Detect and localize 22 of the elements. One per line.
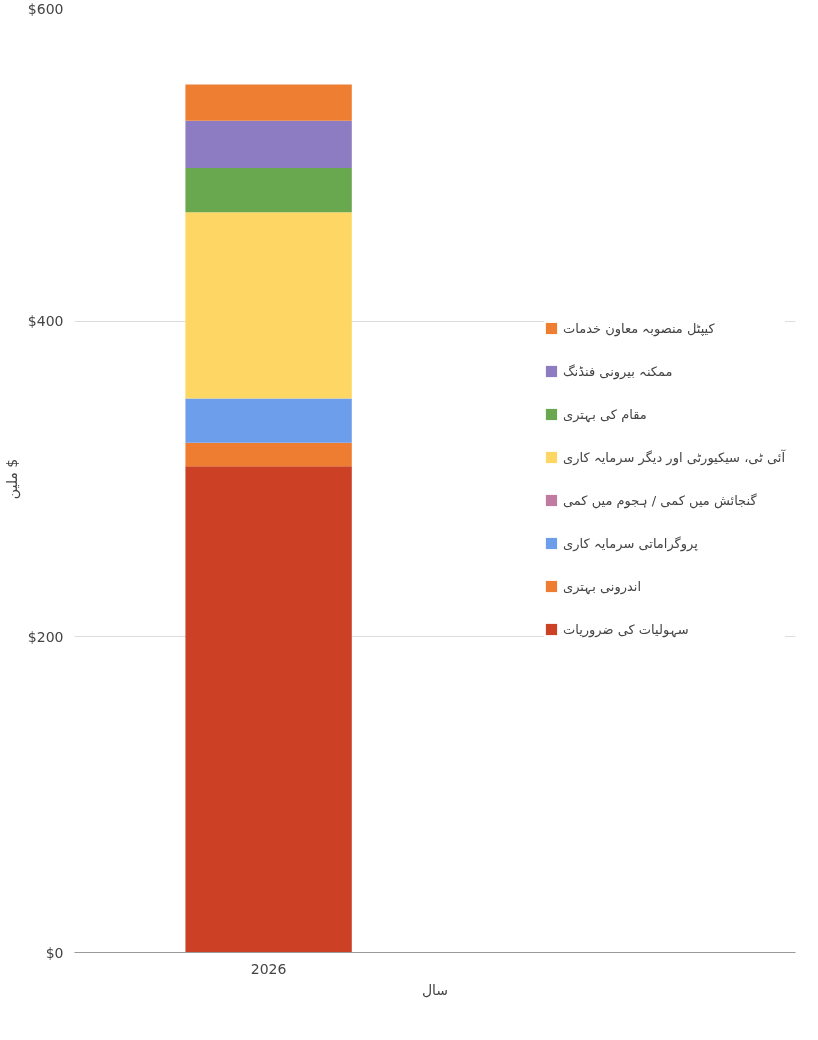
bar <box>185 466 352 953</box>
bar <box>185 84 352 121</box>
y-axis-title: ملین $ <box>3 458 21 500</box>
bar <box>185 168 352 213</box>
y-tick-label: $400 <box>27 313 64 330</box>
y-tick-label: $0 <box>45 944 64 961</box>
legend-label: مقام کی بہتری <box>562 406 647 422</box>
legend-label: ممکنہ بیرونی فنڈنگ <box>562 363 673 379</box>
bar <box>185 212 352 399</box>
legend-label: آئی ٹی، سیکیورٹی اور دیگر سرمایہ کاری <box>562 449 785 465</box>
bar <box>185 120 352 169</box>
legend-label: پروگراماتی سرمایہ کاری <box>562 535 698 551</box>
legend-label: گنجائش میں کمی / ہجوم میں کمی <box>562 492 757 508</box>
y-tick-label: $200 <box>27 628 64 645</box>
legend-label: اندرونی بہتری <box>562 578 642 594</box>
bar <box>185 442 352 467</box>
x-tick-label: 2026 <box>250 960 287 977</box>
legend-label: کیپٹل منصوبہ معاون خدمات <box>562 320 715 336</box>
bar <box>185 398 352 443</box>
legend-label: سہولیات کی ضروریات <box>562 621 689 637</box>
y-tick-label: $600 <box>27 0 64 17</box>
x-axis-title: سال <box>421 981 449 998</box>
